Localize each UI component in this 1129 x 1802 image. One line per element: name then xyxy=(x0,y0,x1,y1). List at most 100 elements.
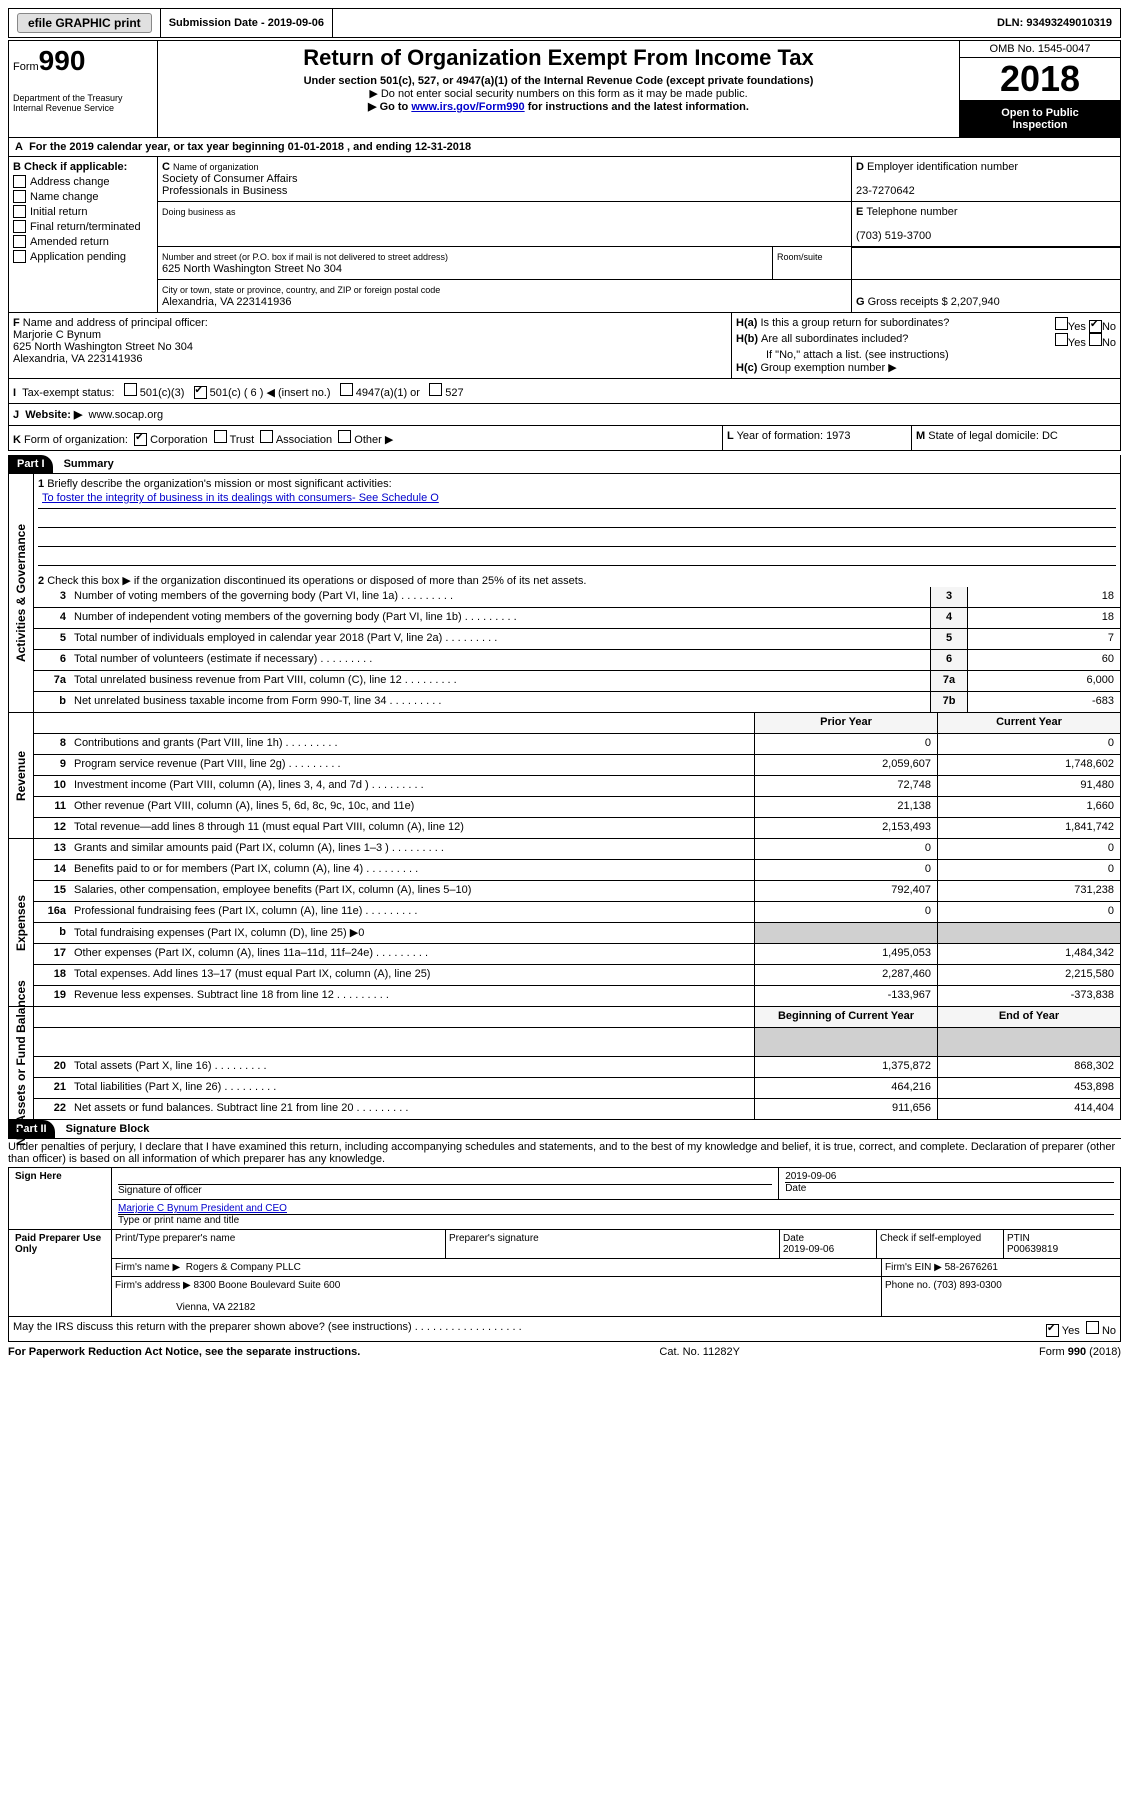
section-j: J Website: ▶ www.socap.org xyxy=(8,404,1121,426)
line6-label: Total number of volunteers (estimate if … xyxy=(74,653,317,665)
501c3-check[interactable] xyxy=(124,383,137,396)
assoc-check[interactable] xyxy=(260,430,273,443)
line15-curr: 731,238 xyxy=(937,881,1120,901)
line19-prior: -133,967 xyxy=(754,986,937,1006)
type-name-label: Type or print name and title xyxy=(118,1215,239,1226)
line21-curr: 453,898 xyxy=(937,1078,1120,1098)
hb-yes-check[interactable] xyxy=(1055,333,1068,346)
line17-label: Other expenses (Part IX, column (A), lin… xyxy=(74,947,373,959)
part1-title: Summary xyxy=(56,455,122,473)
line3-label: Number of voting members of the governin… xyxy=(74,590,398,602)
prep-date-header: Date xyxy=(783,1233,804,1244)
pra-notice: For Paperwork Reduction Act Notice, see … xyxy=(8,1346,360,1358)
initial-return-check[interactable] xyxy=(13,205,26,218)
corp-check[interactable] xyxy=(134,433,147,446)
sidebar-revenue: Revenue xyxy=(9,713,34,838)
final-return-check[interactable] xyxy=(13,220,26,233)
line14-label: Benefits paid to or for members (Part IX… xyxy=(74,863,363,875)
part2-title: Signature Block xyxy=(58,1120,158,1138)
pending-check[interactable] xyxy=(13,250,26,263)
hb-note: If "No," attach a list. (see instruction… xyxy=(736,349,1116,361)
line10-prior: 72,748 xyxy=(754,776,937,796)
name-change-check[interactable] xyxy=(13,190,26,203)
form-ref: Form 990 (2018) xyxy=(1039,1346,1121,1358)
org-name-cell: C Name of organization Society of Consum… xyxy=(158,157,852,201)
line2-label: Check this box ▶ if the organization dis… xyxy=(47,575,586,587)
officer-name-link[interactable]: Marjorie C Bynum President and CEO xyxy=(118,1203,287,1214)
mission-link[interactable]: To foster the integrity of business in i… xyxy=(42,492,439,504)
line16a-curr: 0 xyxy=(937,902,1120,922)
hc-label: Group exemption number ▶ xyxy=(760,362,896,374)
final-return-label: Final return/terminated xyxy=(30,221,141,233)
line22-label: Net assets or fund balances. Subtract li… xyxy=(74,1102,353,1114)
line13-prior: 0 xyxy=(754,839,937,859)
amended-check[interactable] xyxy=(13,235,26,248)
line9-label: Program service revenue (Part VIII, line… xyxy=(74,758,286,770)
other-check[interactable] xyxy=(338,430,351,443)
hb-no-check[interactable] xyxy=(1089,333,1102,346)
line9-curr: 1,748,602 xyxy=(937,755,1120,775)
initial-return-label: Initial return xyxy=(30,206,87,218)
omb-number: OMB No. 1545-0047 xyxy=(960,41,1120,58)
room-cell: Room/suite xyxy=(773,247,851,279)
org-name-2: Professionals in Business xyxy=(162,185,287,197)
discuss-no-check[interactable] xyxy=(1086,1321,1099,1334)
line5-val: 7 xyxy=(967,629,1120,649)
eoy-header: End of Year xyxy=(937,1007,1120,1027)
col-b: B Check if applicable: Address change Na… xyxy=(9,157,158,312)
form-title: Return of Organization Exempt From Incom… xyxy=(162,45,955,71)
officer-name: Marjorie C Bynum xyxy=(13,329,101,341)
line22-prior: 911,656 xyxy=(754,1099,937,1119)
line17-prior: 1,495,053 xyxy=(754,944,937,964)
part-2: Part II Signature Block Under penalties … xyxy=(8,1120,1121,1342)
efile-button[interactable]: efile GRAPHIC print xyxy=(17,13,152,33)
line11-curr: 1,660 xyxy=(937,797,1120,817)
part-1: Part I Summary Activities & Governance 1… xyxy=(8,455,1121,1120)
self-employed-cell: Check if self-employed xyxy=(877,1230,1004,1258)
addr-change-check[interactable] xyxy=(13,175,26,188)
prep-name-header: Print/Type preparer's name xyxy=(115,1233,235,1244)
trust-check[interactable] xyxy=(214,430,227,443)
efile-print: efile GRAPHIC print xyxy=(9,9,161,37)
signature-table: Sign Here Signature of officer 2019-09-0… xyxy=(8,1167,1121,1317)
org-name-1: Society of Consumer Affairs xyxy=(162,173,298,185)
line16b-label: Total fundraising expenses (Part IX, col… xyxy=(74,927,364,939)
sidebar-netassets: Net Assets or Fund Balances xyxy=(9,1007,34,1119)
501c-check[interactable] xyxy=(194,386,207,399)
date-label: Date xyxy=(785,1183,806,1194)
form-number: 990 xyxy=(39,45,86,76)
line16a-prior: 0 xyxy=(754,902,937,922)
line4-val: 18 xyxy=(967,608,1120,628)
gross-receipts-value: 2,207,940 xyxy=(951,296,1000,308)
line10-label: Investment income (Part VIII, column (A)… xyxy=(74,779,369,791)
527-check[interactable] xyxy=(429,383,442,396)
section-i: I Tax-exempt status: 501(c)(3) 501(c) ( … xyxy=(8,379,1121,404)
discuss-yes-check[interactable] xyxy=(1046,1324,1059,1337)
line13-curr: 0 xyxy=(937,839,1120,859)
amended-label: Amended return xyxy=(30,236,109,248)
line7b-val: -683 xyxy=(967,692,1120,712)
ha-no-check[interactable] xyxy=(1089,320,1102,333)
form-header: Form990 Department of the Treasury Inter… xyxy=(8,40,1121,138)
line15-prior: 792,407 xyxy=(754,881,937,901)
state-domicile: M State of legal domicile: DC xyxy=(912,426,1120,450)
phone-value: (703) 519-3700 xyxy=(856,230,931,242)
line3-val: 18 xyxy=(967,587,1120,607)
form-left: Form990 Department of the Treasury Inter… xyxy=(9,41,158,137)
line18-prior: 2,287,460 xyxy=(754,965,937,985)
line20-label: Total assets (Part X, line 16) xyxy=(74,1060,212,1072)
website-value: www.socap.org xyxy=(89,409,164,421)
perjury-text: Under penalties of perjury, I declare th… xyxy=(8,1138,1121,1167)
officer-cell: F Name and address of principal officer:… xyxy=(9,313,732,378)
prep-date-value: 2019-09-06 xyxy=(783,1244,834,1255)
gross-receipts-cell xyxy=(852,247,1120,279)
sign-here-label: Sign Here xyxy=(9,1168,112,1230)
4947-check[interactable] xyxy=(340,383,353,396)
line10-curr: 91,480 xyxy=(937,776,1120,796)
ha-yes-check[interactable] xyxy=(1055,317,1068,330)
line12-curr: 1,841,742 xyxy=(937,818,1120,838)
line9-prior: 2,059,607 xyxy=(754,755,937,775)
line19-curr: -373,838 xyxy=(937,986,1120,1006)
firm-phone-header: Phone no. xyxy=(885,1280,931,1291)
form990-link[interactable]: www.irs.gov/Form990 xyxy=(411,101,524,113)
